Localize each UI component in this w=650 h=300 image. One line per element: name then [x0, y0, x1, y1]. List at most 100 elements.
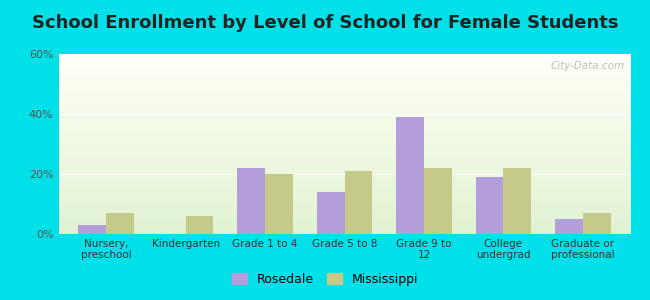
Bar: [58, 56, 630, 57]
Bar: [58, 65, 630, 66]
Bar: [58, 92, 630, 93]
Bar: [58, 231, 630, 232]
Bar: [58, 175, 630, 176]
Bar: [58, 195, 630, 196]
Bar: [58, 136, 630, 137]
Bar: [58, 119, 630, 120]
Bar: [58, 223, 630, 224]
Bar: [58, 77, 630, 78]
Bar: [58, 213, 630, 214]
Bar: [58, 76, 630, 77]
Bar: [58, 230, 630, 231]
Text: City-Data.com: City-Data.com: [551, 61, 625, 71]
Bar: [58, 170, 630, 171]
Bar: [58, 159, 630, 160]
Bar: [58, 87, 630, 88]
Bar: [58, 165, 630, 166]
Bar: [58, 162, 630, 163]
Bar: [58, 211, 630, 212]
Bar: [58, 110, 630, 111]
Bar: [58, 194, 630, 195]
Bar: [58, 146, 630, 147]
Bar: [58, 177, 630, 178]
Bar: [58, 93, 630, 94]
Bar: [58, 171, 630, 172]
Bar: [58, 182, 630, 183]
Bar: [58, 89, 630, 90]
Bar: [58, 130, 630, 131]
Bar: [58, 232, 630, 233]
Bar: [58, 68, 630, 69]
Bar: [424, 168, 452, 234]
Bar: [58, 202, 630, 203]
Bar: [58, 126, 630, 127]
Bar: [58, 118, 630, 119]
Bar: [58, 176, 630, 177]
Bar: [58, 207, 630, 208]
Bar: [58, 199, 630, 200]
Bar: [58, 133, 630, 134]
Bar: [583, 213, 610, 234]
Bar: [58, 96, 630, 97]
Bar: [58, 120, 630, 121]
Bar: [58, 140, 630, 141]
Bar: [186, 216, 213, 234]
Bar: [58, 157, 630, 158]
Bar: [58, 71, 630, 72]
Bar: [58, 132, 630, 133]
Bar: [79, 225, 106, 234]
Bar: [58, 55, 630, 56]
Bar: [58, 204, 630, 205]
Bar: [58, 59, 630, 60]
Bar: [58, 122, 630, 123]
Bar: [265, 174, 293, 234]
Bar: [58, 190, 630, 191]
Bar: [58, 83, 630, 84]
Bar: [58, 115, 630, 116]
Bar: [344, 171, 372, 234]
Bar: [58, 196, 630, 197]
Bar: [58, 161, 630, 162]
Bar: [58, 179, 630, 180]
Bar: [58, 114, 630, 115]
Bar: [58, 221, 630, 222]
Bar: [58, 208, 630, 209]
Bar: [58, 151, 630, 152]
Bar: [58, 78, 630, 79]
Bar: [58, 212, 630, 213]
Bar: [58, 134, 630, 135]
Bar: [58, 108, 630, 109]
Bar: [58, 215, 630, 216]
Bar: [58, 129, 630, 130]
Bar: [58, 206, 630, 207]
Bar: [58, 70, 630, 71]
Bar: [58, 74, 630, 75]
Bar: [58, 112, 630, 113]
Bar: [58, 144, 630, 145]
Bar: [58, 80, 630, 81]
Bar: [58, 99, 630, 100]
Bar: [58, 124, 630, 125]
Bar: [106, 213, 134, 234]
Bar: [58, 79, 630, 80]
Bar: [58, 98, 630, 99]
Bar: [58, 95, 630, 96]
Bar: [58, 164, 630, 165]
Bar: [58, 156, 630, 157]
Bar: [58, 160, 630, 161]
Bar: [58, 226, 630, 227]
Bar: [58, 138, 630, 139]
Bar: [58, 61, 630, 62]
Bar: [58, 222, 630, 223]
Bar: [58, 81, 630, 82]
Bar: [58, 94, 630, 95]
Bar: [58, 198, 630, 199]
Bar: [58, 102, 630, 103]
Bar: [58, 154, 630, 155]
Bar: [58, 168, 630, 169]
Bar: [58, 107, 630, 108]
Bar: [58, 217, 630, 218]
Bar: [58, 163, 630, 164]
Bar: [58, 166, 630, 167]
Bar: [58, 180, 630, 181]
